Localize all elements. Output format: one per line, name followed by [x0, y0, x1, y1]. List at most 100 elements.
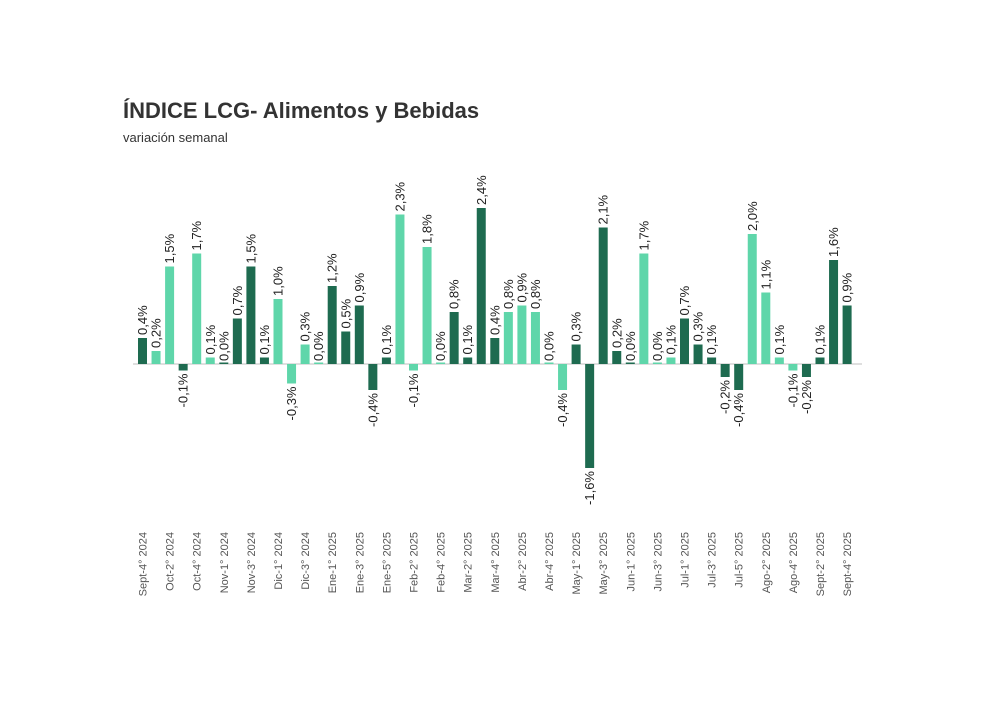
data-label-2: 1,5%: [162, 233, 177, 263]
bar-45: [747, 234, 757, 364]
data-label-35: 0,2%: [609, 318, 624, 348]
bar-48: [788, 364, 798, 371]
data-label-47: 0,1%: [772, 324, 787, 354]
bar-49: [801, 364, 811, 377]
data-label-13: 0,0%: [311, 331, 326, 361]
x-tick-label-26: Sept-4° 2025: [842, 532, 854, 596]
bar-16: [354, 305, 364, 364]
bar-26: [490, 338, 500, 364]
bar-21: [422, 247, 432, 364]
data-label-25: 2,4%: [474, 175, 489, 205]
data-label-36: 0,0%: [623, 331, 638, 361]
bar-51: [829, 260, 839, 364]
data-label-3: -0,1%: [176, 373, 191, 407]
bar-31: [558, 364, 568, 390]
chart-subtitle: variación semanal: [123, 130, 228, 145]
bar-41: [693, 344, 703, 364]
bar-8: [246, 266, 256, 364]
bar-37: [639, 253, 649, 364]
data-label-14: 1,2%: [325, 253, 340, 283]
data-label-10: 1,0%: [271, 266, 286, 296]
x-tick-label-4: Nov-3° 2024: [246, 532, 258, 593]
data-label-8: 1,5%: [243, 233, 258, 263]
bar-19: [395, 214, 405, 364]
data-label-52: 0,9%: [840, 272, 855, 302]
data-label-21: 1,8%: [420, 214, 435, 244]
data-label-23: 0,8%: [447, 279, 462, 309]
data-label-12: 0,3%: [298, 311, 313, 341]
bar-38: [652, 362, 662, 364]
x-tick-label-16: May-1° 2025: [571, 532, 583, 595]
data-label-33: -1,6%: [582, 471, 597, 505]
bar-28: [517, 305, 527, 364]
data-label-26: 0,4%: [487, 305, 502, 335]
x-tick-label-6: Dic-3° 2024: [300, 532, 312, 590]
x-tick-label-17: May-3° 2025: [598, 532, 610, 595]
bar-50: [815, 357, 825, 364]
bar-5: [205, 357, 215, 364]
x-tick-label-15: Abr-4° 2025: [544, 532, 556, 591]
bar-18: [381, 357, 391, 364]
x-tick-label-3: Nov-1° 2024: [219, 532, 231, 593]
x-tick-label-0: Sept-4° 2024: [138, 532, 150, 596]
data-label-6: 0,0%: [216, 331, 231, 361]
data-label-34: 2,1%: [596, 194, 611, 224]
bar-6: [219, 362, 229, 364]
data-label-16: 0,9%: [352, 272, 367, 302]
data-label-50: 0,1%: [813, 324, 828, 354]
bar-0: [138, 338, 147, 364]
bar-36: [625, 362, 635, 364]
bar-40: [680, 318, 689, 364]
bar-52: [842, 305, 852, 364]
bar-44: [734, 364, 744, 390]
bar-20: [409, 364, 418, 371]
bar-30: [544, 362, 554, 364]
data-label-15: 0,5%: [338, 298, 353, 328]
bar-47: [774, 357, 784, 364]
x-tick-label-21: Jul-3° 2025: [707, 532, 719, 588]
x-tick-label-14: Abr-2° 2025: [517, 532, 529, 591]
bar-27: [503, 312, 513, 364]
bar-3: [178, 364, 188, 371]
bar-7: [232, 318, 242, 364]
bar-29: [530, 312, 540, 364]
bar-12: [300, 344, 310, 364]
data-label-11: -0,3%: [284, 386, 299, 420]
bar-17: [368, 364, 378, 390]
x-tick-label-20: Jul-1° 2025: [680, 532, 692, 588]
bar-32: [571, 344, 581, 364]
x-tick-label-24: Ago-4° 2025: [788, 532, 800, 593]
bar-4: [192, 253, 202, 364]
x-tick-label-8: Ene-3° 2025: [354, 532, 366, 593]
bar-9: [259, 357, 269, 364]
x-tick-label-12: Mar-2° 2025: [463, 532, 475, 593]
x-tick-label-25: Sept-2° 2025: [815, 532, 827, 596]
x-tick-label-13: Mar-4° 2025: [490, 532, 502, 593]
bar-42: [707, 357, 717, 364]
x-tick-label-7: Ene-1° 2025: [327, 532, 339, 593]
data-label-44: -0,4%: [731, 393, 746, 427]
bar-46: [761, 292, 771, 364]
data-label-38: 0,0%: [650, 331, 665, 361]
data-label-18: 0,1%: [379, 324, 394, 354]
x-tick-label-5: Dic-1° 2024: [273, 532, 285, 590]
bar-13: [314, 362, 324, 364]
bar-11: [287, 364, 297, 384]
bar-10: [273, 299, 283, 364]
data-label-37: 1,7%: [636, 220, 651, 250]
data-label-4: 1,7%: [189, 220, 204, 250]
x-tick-label-22: Jul-5° 2025: [734, 532, 746, 588]
data-label-27: 0,8%: [501, 279, 516, 309]
data-label-5: 0,1%: [203, 324, 218, 354]
data-label-39: 0,1%: [663, 324, 678, 354]
x-tick-label-10: Feb-2° 2025: [409, 532, 421, 593]
bar-1: [151, 351, 161, 364]
bar-15: [341, 331, 351, 364]
x-tick-label-11: Feb-4° 2025: [436, 532, 448, 593]
data-label-51: 1,6%: [826, 227, 841, 257]
data-label-32: 0,3%: [569, 311, 584, 341]
data-label-20: -0,1%: [406, 373, 421, 407]
data-label-7: 0,7%: [230, 285, 245, 315]
data-label-0: 0,4%: [135, 305, 150, 335]
